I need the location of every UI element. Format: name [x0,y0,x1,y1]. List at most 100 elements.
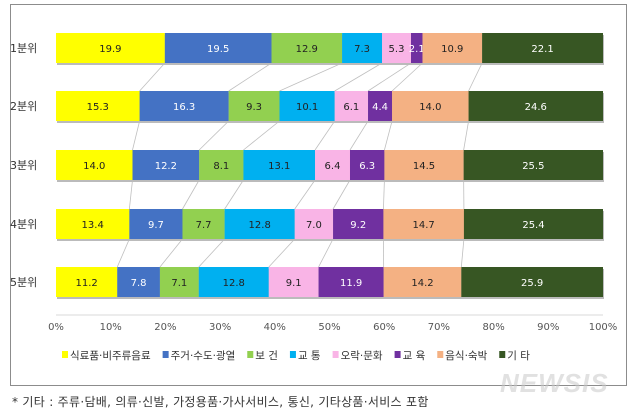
x-tick-label: 100% [589,322,618,333]
bar-segment [318,267,384,297]
data-label: 7.3 [354,44,370,55]
series-connector-line [384,120,393,151]
bar-segment [349,150,385,180]
data-label: 25.4 [522,220,544,231]
data-label: 19.9 [99,44,121,55]
data-label: 9.3 [246,102,262,113]
bar-segment [463,150,603,180]
bar-segment [294,209,334,239]
bar-segment [279,91,335,121]
x-tick-label: 40% [264,322,286,333]
data-label: 22.1 [531,44,553,55]
category-label: 1분위 [10,42,37,55]
data-label: 13.4 [82,220,104,231]
bar-segment [382,33,412,63]
data-label: 7.8 [131,278,147,289]
bar-segment [333,209,384,239]
series-connector-line [468,62,483,92]
bar-segment [482,33,603,63]
series-connector-line [224,179,244,210]
series-connector-line [198,120,229,151]
series-connector-line [128,179,133,210]
series-connector-line [228,62,272,92]
legend-swatch [162,351,169,358]
bar-segment [164,33,272,63]
data-label: 9.7 [148,220,164,231]
data-label: 2.1 [409,44,425,55]
data-label: 11.9 [340,278,362,289]
data-label: 25.5 [522,161,544,172]
data-label: 8.1 [213,161,229,172]
series-connector-line [367,62,412,92]
data-label: 12.9 [296,44,318,55]
bar-segment [56,91,140,121]
x-tick-label: 50% [318,322,340,333]
series-connector-line [198,238,225,268]
bar-segment [368,91,393,121]
data-label: 7.7 [196,220,212,231]
bar-segment [132,150,200,180]
legend-label: 오락·문화 [341,350,383,362]
legend-swatch [394,351,401,358]
series-connector-line [391,62,423,92]
x-tick-label: 0% [48,322,64,333]
series-connector-line [116,238,130,268]
data-label: 11.2 [75,278,97,289]
legend-swatch [499,351,506,358]
series-connector-line [243,120,280,151]
bar-segment [129,209,183,239]
bar-segment [243,150,316,180]
category-label: 5분위 [10,276,37,289]
x-tick-label: 30% [209,322,231,333]
bar-segment [56,150,133,180]
data-label: 13.1 [268,161,290,172]
bar-segment [463,209,603,239]
legend-swatch [247,351,254,358]
category-label: 4분위 [10,218,37,231]
bar-segment [461,267,603,297]
series-connector-line [383,179,385,210]
x-tick-label: 70% [428,322,450,333]
data-label: 25.9 [521,278,543,289]
series-connector-line [349,120,369,151]
data-label: 14.0 [419,102,441,113]
series-connector-line [334,62,383,92]
legend-label: 보 건 [255,350,278,362]
legend-swatch [437,351,444,358]
data-label: 4.4 [372,102,388,113]
bar-segment [383,267,462,297]
legend-label: 기 타 [507,350,530,362]
bar-segment [198,267,269,297]
bar-segment [342,33,383,63]
bar-segment [271,33,343,63]
legend-label: 식료품·비주류음료 [70,350,151,362]
bar-segment [56,209,130,239]
series-connector-line [139,62,166,92]
bar-segment [182,209,225,239]
bar-segment [334,91,369,121]
data-label: 16.3 [173,102,195,113]
bar-segment [411,33,423,63]
category-label: 2분위 [10,100,37,113]
series-connector-line [268,238,296,268]
x-tick-label: 20% [154,322,176,333]
series-connector-line [332,179,351,210]
bar-segment [224,209,295,239]
legend-swatch [62,351,68,358]
data-label: 9.1 [286,278,302,289]
data-label: 9.2 [350,220,366,231]
bar-segment [139,91,229,121]
bar-segment [199,150,244,180]
data-label: 14.7 [413,220,435,231]
bar-segment [468,91,603,121]
series-connector-line [132,120,140,151]
data-label: 10.1 [296,102,318,113]
bar-segment [384,150,464,180]
legend-label: 교 육 [403,350,426,362]
bar-segment [268,267,319,297]
data-label: 15.3 [87,102,109,113]
series-connector-line [460,238,465,268]
bar-segment [315,150,350,180]
bar-segment [56,33,165,63]
